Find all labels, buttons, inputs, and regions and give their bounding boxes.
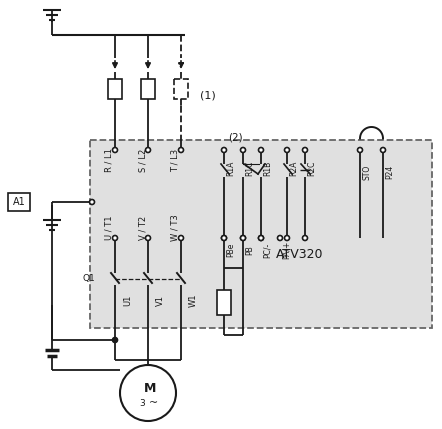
Circle shape — [259, 148, 263, 152]
Circle shape — [259, 236, 263, 241]
Text: PA/+: PA/+ — [282, 241, 291, 259]
Bar — [217, 290, 231, 315]
Text: U1: U1 — [123, 294, 132, 306]
Circle shape — [302, 148, 308, 152]
Circle shape — [113, 148, 118, 152]
Circle shape — [89, 199, 95, 205]
Text: 3: 3 — [139, 399, 145, 408]
Circle shape — [240, 236, 245, 241]
Text: R1B: R1B — [263, 160, 272, 175]
Bar — [174, 79, 188, 99]
Text: PC/-: PC/- — [263, 242, 272, 258]
Text: R1A: R1A — [226, 160, 235, 176]
Text: PBe: PBe — [226, 243, 235, 257]
Text: V1: V1 — [156, 294, 165, 305]
Text: R1C: R1C — [245, 160, 254, 176]
Circle shape — [179, 148, 183, 152]
Circle shape — [240, 148, 245, 152]
Text: W / T3: W / T3 — [171, 214, 180, 242]
Bar — [108, 79, 122, 99]
Text: R2C: R2C — [307, 160, 316, 176]
Text: T / L3: T / L3 — [171, 148, 180, 172]
Circle shape — [113, 236, 118, 241]
Text: U / T1: U / T1 — [105, 216, 114, 240]
Text: Q1: Q1 — [82, 274, 95, 283]
Circle shape — [221, 236, 226, 241]
Text: STO: STO — [362, 164, 371, 180]
Text: W1: W1 — [189, 293, 198, 307]
Text: (2): (2) — [228, 133, 242, 143]
Circle shape — [259, 236, 263, 241]
Text: M: M — [144, 381, 156, 395]
Circle shape — [285, 236, 290, 241]
Circle shape — [179, 236, 183, 241]
Circle shape — [120, 365, 176, 421]
Circle shape — [278, 236, 282, 241]
Circle shape — [145, 236, 150, 241]
Circle shape — [240, 236, 245, 241]
Text: R / L1: R / L1 — [105, 148, 114, 172]
Text: S / L2: S / L2 — [138, 148, 147, 172]
Text: ATV320: ATV320 — [276, 248, 324, 262]
Text: (1): (1) — [200, 91, 216, 101]
Circle shape — [221, 236, 226, 241]
Circle shape — [113, 338, 118, 342]
Text: ~: ~ — [149, 398, 158, 408]
Circle shape — [381, 148, 385, 152]
Bar — [141, 79, 155, 99]
Circle shape — [145, 148, 150, 152]
Text: P24: P24 — [385, 165, 394, 179]
Text: PB: PB — [245, 245, 254, 255]
Text: A1: A1 — [13, 197, 25, 207]
Circle shape — [285, 148, 290, 152]
Circle shape — [302, 236, 308, 241]
Text: R2A: R2A — [289, 160, 298, 176]
Circle shape — [358, 148, 362, 152]
Bar — [90, 140, 432, 328]
Circle shape — [221, 148, 226, 152]
Bar — [8, 193, 30, 211]
Text: V / T2: V / T2 — [138, 216, 147, 240]
